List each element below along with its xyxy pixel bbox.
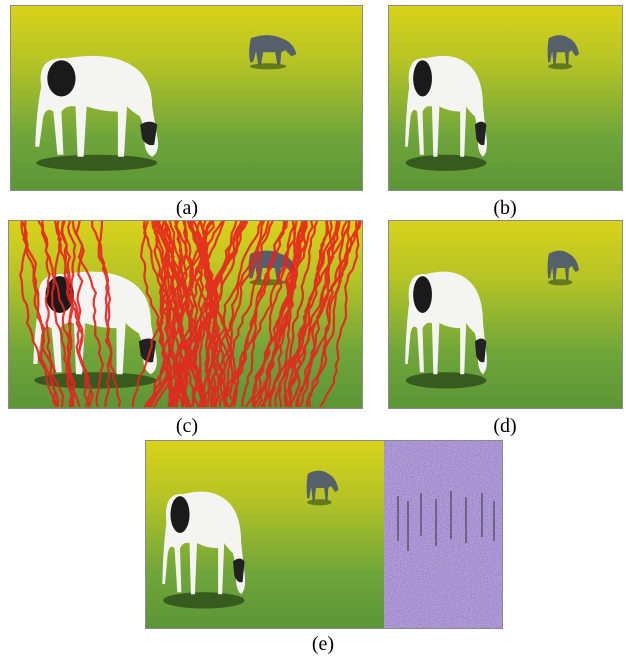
image-c (8, 220, 363, 409)
caption: (b) (493, 198, 516, 218)
image-a (10, 5, 363, 191)
caption: (c) (176, 416, 198, 436)
caption: (d) (493, 416, 516, 436)
caption: (a) (176, 198, 198, 218)
image-d (388, 220, 623, 409)
image-b (388, 5, 623, 191)
image-e (145, 440, 503, 629)
figure: (a) (b) (c) (d) (e) (0, 0, 626, 656)
noise-map (384, 441, 503, 629)
caption: (e) (312, 634, 334, 654)
